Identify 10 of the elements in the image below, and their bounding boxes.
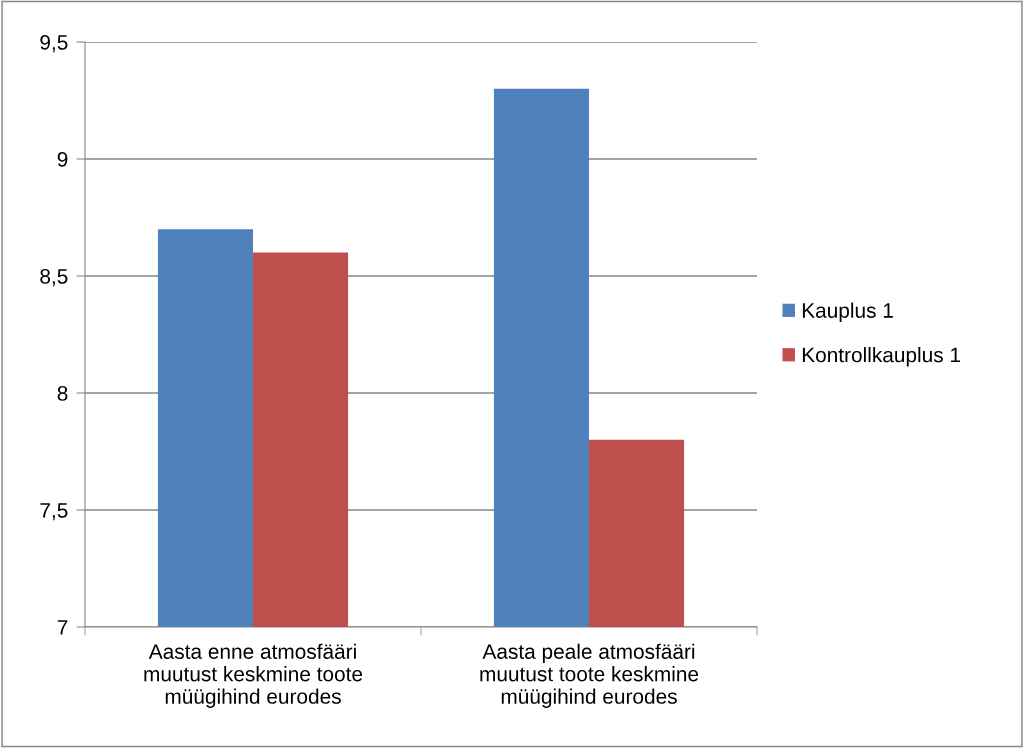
y-tick-label: 7 [57,620,68,635]
x-tick-label: Aasta peale atmosfääri muutust toote keskmine müügihind eurodes [480,643,699,708]
x-tick-label: Aasta enne atmosfääri muutust keskmine toote müügihind eurodes [144,643,363,708]
legend-label: Kauplus 1 [802,302,893,322]
legend-label: Kontrollkauplus 1 [802,347,961,367]
y-tick-label: 9 [57,152,68,167]
y-tick-label: 8 [57,386,68,401]
y-tick-label: 8,5 [40,269,68,287]
y-tick-label: 9,5 [40,35,68,53]
y-tick-label: 7,5 [40,503,68,521]
